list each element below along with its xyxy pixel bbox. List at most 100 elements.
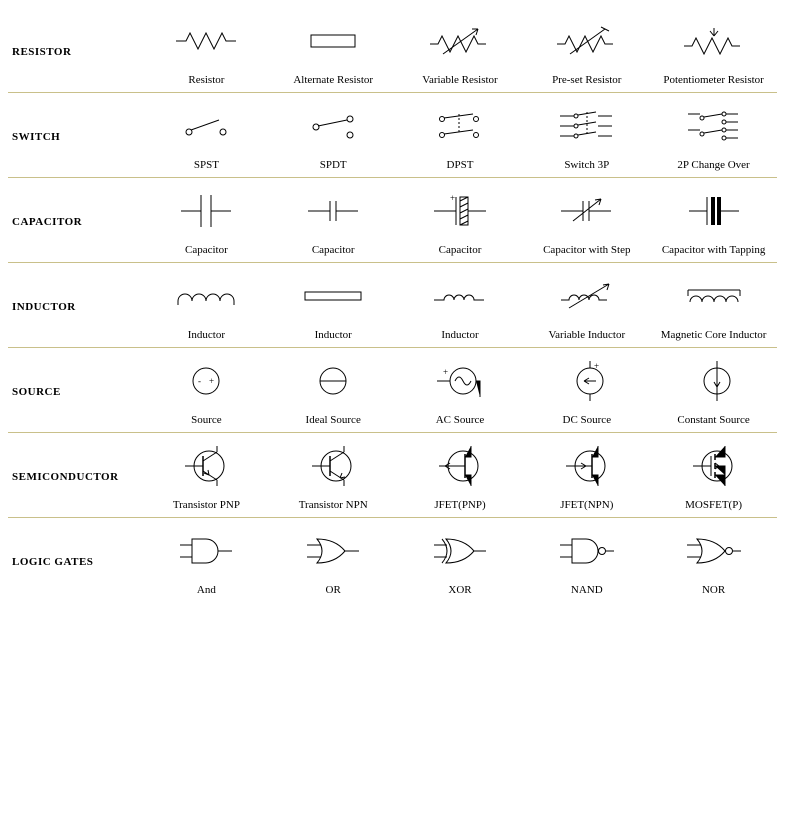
src-const-icon [691,358,737,404]
symbol-label: Capacitor with Tapping [662,244,766,256]
category-title: SEMICONDUCTOR [8,471,143,483]
symbol-label: Magnetic Core Inductor [661,329,767,341]
symbol-cell: Resistor [143,18,270,86]
ind-box-icon [299,273,367,319]
symbol-cell: SPDT [270,103,397,171]
symbol-label: JFET(NPN) [560,499,613,511]
category-row: INDUCTOR Inductor Inductor Inductor Variable… [8,263,777,348]
symbol-label: Ideal Source [306,414,361,426]
category-row: CAPACITORCapacitorCapacitorCapacitorCapa… [8,178,777,263]
bjt-pnp-icon [183,443,229,489]
symbol-cell: Constant Source [650,358,777,426]
symbol-cell: NAND [523,528,650,596]
symbol-label: JFET(PNP) [434,499,485,511]
symbol-cell: JFET(PNP) [397,443,524,511]
symbol-label: Alternate Resistor [293,74,373,86]
resistor-variable-icon [428,18,492,64]
ind-core-icon [684,273,744,319]
src-ac-icon [435,358,485,404]
symbol-cell: Inductor [270,273,397,341]
switch-2pco-icon [686,103,742,149]
jfet-pnp-icon [437,443,483,489]
symbol-label: Constant Source [677,414,749,426]
cap-basic-icon [179,188,233,234]
symbol-cell: Capacitor [143,188,270,256]
cap-step-icon [559,188,615,234]
symbol-label: Variable Resistor [422,74,497,86]
symbol-cell: DPST [397,103,524,171]
symbol-cell: JFET(NPN) [523,443,650,511]
symbol-cell: OR [270,528,397,596]
symbol-cell: Transistor PNP [143,443,270,511]
symbol-cell: XOR [397,528,524,596]
symbol-cells: CapacitorCapacitorCapacitorCapacitor wit… [143,188,777,256]
symbol-label: AC Source [436,414,485,426]
symbol-label: NAND [571,584,603,596]
symbol-label: Pre-set Resistor [552,74,621,86]
symbol-cell: Capacitor with Step [523,188,650,256]
symbol-label: SPDT [320,159,347,171]
src-dc-icon [564,358,610,404]
category-row: LOGIC GATES And OR XOR NAND NOR [8,518,777,602]
symbol-cell: Inductor [397,273,524,341]
category-title: RESISTOR [8,46,143,58]
symbol-label: Source [191,414,222,426]
mosfet-p-icon [691,443,737,489]
category-title: CAPACITOR [8,216,143,228]
resistor-pot-icon [682,18,746,64]
switch-spdt-icon [306,103,360,149]
symbol-cell: DC Source [523,358,650,426]
gate-or-icon [305,528,361,574]
gate-xor-icon [432,528,488,574]
symbol-cell: Ideal Source [270,358,397,426]
bjt-npn-icon [310,443,356,489]
category-row: SWITCHSPSTSPDTDPSTSwitch 3P2P Change Ove… [8,93,777,178]
symbol-label: 2P Change Over [677,159,749,171]
symbol-label: Inductor [315,329,352,341]
symbol-label: Inductor [188,329,225,341]
gate-and-icon [178,528,234,574]
symbol-label: Variable Inductor [548,329,625,341]
symbol-label: MOSFET(P) [685,499,742,511]
symbol-cell: Capacitor [270,188,397,256]
symbol-cell: Magnetic Core Inductor [650,273,777,341]
cap-hatched-icon [432,188,488,234]
symbol-cell: Inductor [143,273,270,341]
switch-spst-icon [179,103,233,149]
symbol-cells: Resistor Alternate Resistor Variable Resis… [143,18,777,86]
category-title: LOGIC GATES [8,556,143,568]
symbol-cell: 2P Change Over [650,103,777,171]
ind-loops-icon [174,273,238,319]
category-row: SOURCE Source Ideal Source AC Source DC Sour… [8,348,777,433]
symbol-label: Capacitor [312,244,355,256]
category-title: SOURCE [8,386,143,398]
symbol-cell: Capacitor [397,188,524,256]
symbol-label: Capacitor [185,244,228,256]
symbol-cell: MOSFET(P) [650,443,777,511]
symbol-cells: Transistor PNPTransistor NPNJFET(PNP)JFE… [143,443,777,511]
symbol-cell: Potentiometer Resistor [650,18,777,86]
category-title: SWITCH [8,131,143,143]
symbol-label: Transistor PNP [173,499,240,511]
symbol-cell: AC Source [397,358,524,426]
symbol-label: OR [326,584,341,596]
resistor-box-icon [301,18,365,64]
src-plain-icon [184,358,228,404]
switch-3p-icon [558,103,616,149]
symbol-label: And [197,584,216,596]
symbol-cells: Source Ideal Source AC Source DC Source Cons… [143,358,777,426]
symbol-cells: SPSTSPDTDPSTSwitch 3P2P Change Over [143,103,777,171]
src-ideal-icon [311,358,355,404]
symbol-label: Inductor [441,329,478,341]
symbol-cell: Variable Resistor [397,18,524,86]
category-row: SEMICONDUCTORTransistor PNPTransistor NP… [8,433,777,518]
symbol-label: NOR [702,584,725,596]
symbol-label: Resistor [188,74,224,86]
gate-nor-icon [685,528,743,574]
cap-tap-icon [687,188,741,234]
symbol-cell: Capacitor with Tapping [650,188,777,256]
category-title: INDUCTOR [8,301,143,313]
resistor-zigzag-icon [174,18,238,64]
symbol-cell: Variable Inductor [523,273,650,341]
symbol-cells: Inductor Inductor Inductor Variable Inducto… [143,273,777,341]
